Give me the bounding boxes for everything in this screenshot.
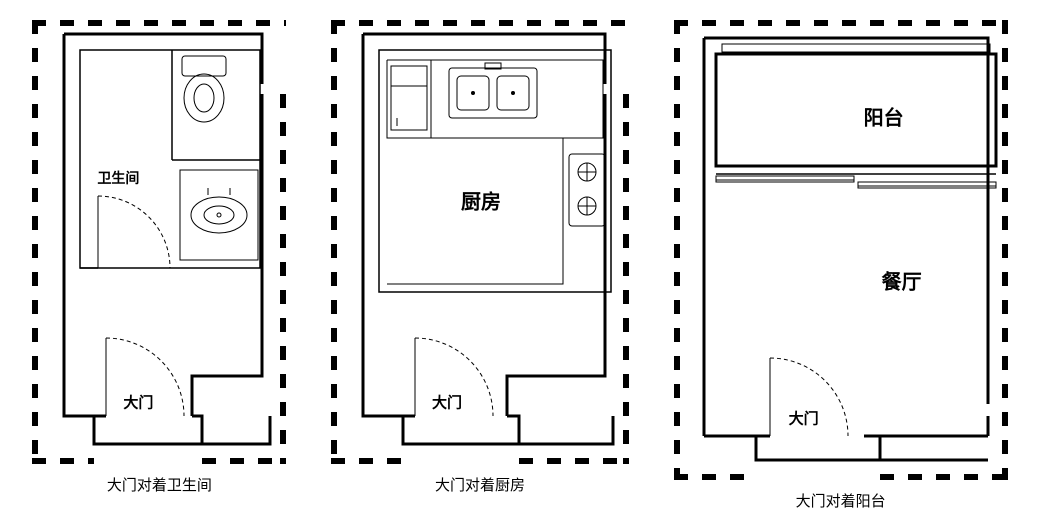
walls-svg — [32, 20, 286, 464]
plan-kitchen: 厨房 大门 大门对着厨房 — [331, 20, 629, 495]
plan3-caption: 大门对着阳台 — [796, 490, 886, 511]
basin-icon — [180, 170, 258, 260]
plan1-caption: 大门对着卫生间 — [107, 474, 212, 495]
toilet-icon — [182, 56, 226, 122]
plan-bathroom: 卫生间 大门 大门对着卫生间 — [32, 20, 286, 495]
walls-svg — [331, 20, 629, 464]
room-label: 卫生间 — [97, 168, 139, 188]
door-label: 大门 — [123, 392, 153, 413]
plan3-canvas: 阳台 餐厅 大门 — [674, 20, 1008, 480]
plan2-canvas: 厨房 大门 — [331, 20, 629, 464]
room-label: 餐厅 — [882, 266, 922, 295]
walls-svg — [674, 20, 1008, 480]
door-label: 大门 — [432, 392, 462, 413]
plan2-caption: 大门对着厨房 — [435, 474, 525, 495]
fridge-icon — [391, 66, 427, 130]
plan-balcony: 阳台 餐厅 大门 大门对着阳台 — [674, 20, 1008, 511]
balcony-label: 阳台 — [864, 102, 904, 131]
plan1-canvas: 卫生间 大门 — [32, 20, 286, 464]
stove-icon — [569, 154, 605, 226]
room-label: 厨房 — [461, 186, 501, 215]
sink-icon — [449, 63, 537, 118]
door-label: 大门 — [789, 408, 819, 429]
